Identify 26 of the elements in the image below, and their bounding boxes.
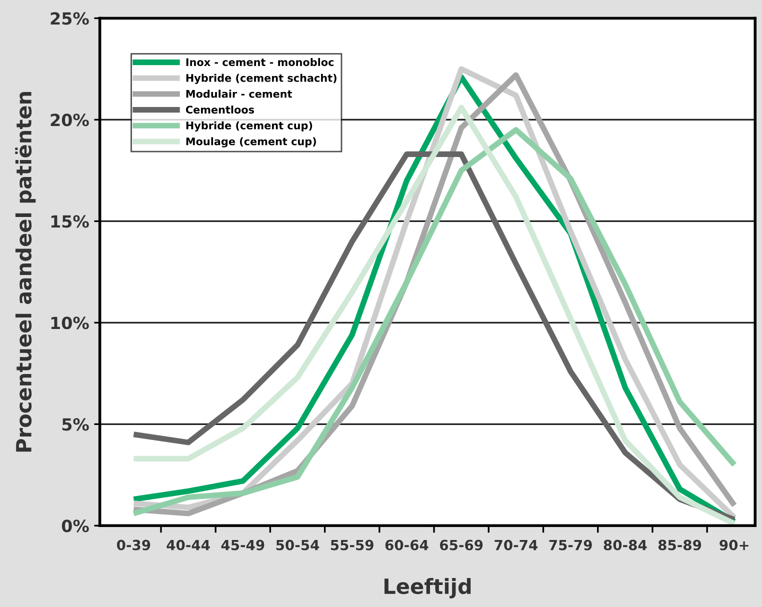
x-axis-title: Leeftijd — [384, 578, 471, 598]
y-tick-label: 10% — [51, 316, 89, 330]
x-tick-label: 55-59 — [330, 540, 374, 550]
legend-label: Modulair - cement — [186, 90, 292, 98]
legend-label: Hybride (cement schacht) — [186, 74, 336, 84]
legend-label: Moulage (cement cup) — [186, 137, 316, 148]
x-tick-label: 75-79 — [549, 540, 592, 550]
x-tick-label: 40-44 — [166, 540, 210, 550]
x-tick-label: 60-64 — [385, 540, 428, 550]
x-tick-label: 50-54 — [276, 540, 320, 550]
legend-label: Cementloos — [186, 106, 254, 114]
y-tick-label: 0% — [62, 520, 89, 532]
y-axis-title: Procentueel aandeel patiënten — [15, 92, 36, 452]
y-tick-label: 5% — [62, 418, 89, 431]
y-tick-label: 15% — [51, 215, 89, 228]
legend-label: Hybride (cement cup) — [186, 121, 312, 132]
x-tick-label: 85-89 — [658, 540, 702, 550]
y-tick-label: 25% — [50, 12, 89, 25]
x-tick-label: 45-49 — [221, 540, 264, 550]
y-tick-label: 20% — [50, 114, 89, 126]
x-tick-label: 0-39 — [116, 540, 150, 550]
x-tick-label: 80-84 — [604, 540, 647, 550]
legend-label: Inox - cement - monobloc — [186, 58, 334, 66]
x-tick-label: 90+ — [720, 540, 748, 550]
x-tick-label: 70-74 — [494, 540, 538, 550]
x-tick-label: 65-69 — [440, 540, 483, 550]
